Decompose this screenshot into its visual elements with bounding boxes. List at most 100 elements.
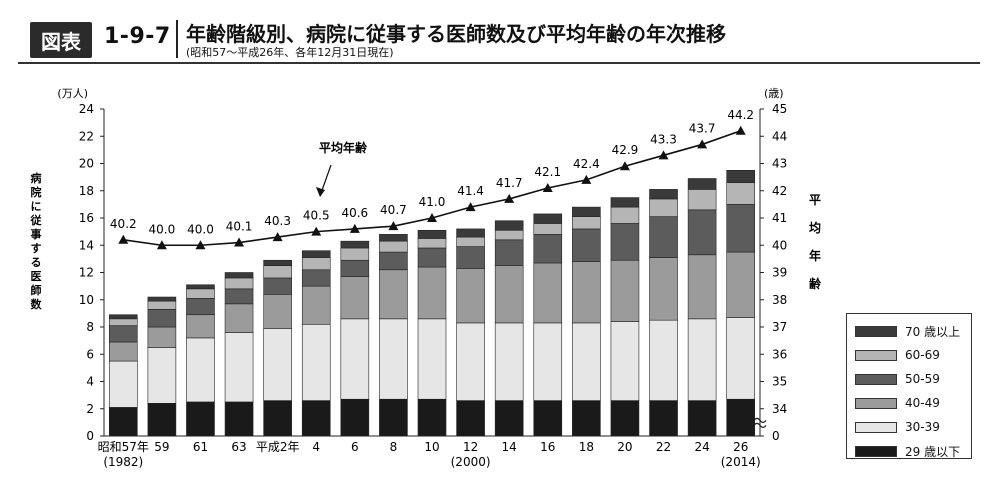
average-age-marker — [581, 174, 592, 184]
bar-segment — [340, 318, 370, 400]
axis-break-symbol — [753, 417, 767, 423]
legend-item: 60-69 — [855, 344, 963, 366]
left-axis-title-char: 医 — [31, 270, 42, 283]
bar-segment — [572, 261, 601, 324]
left-axis-title-char: す — [31, 242, 42, 255]
bar-segment — [456, 322, 485, 401]
right-tick-label: 44 — [772, 129, 787, 143]
bar-segment — [340, 398, 370, 437]
bar-segment — [417, 247, 447, 268]
left-tick-label: 14 — [79, 238, 94, 252]
bar-segment — [726, 398, 756, 437]
legend-swatch — [855, 445, 897, 457]
average-age-label: 43.7 — [689, 121, 716, 135]
right-axis-title-char: 齢 — [809, 276, 822, 291]
left-tick-label: 4 — [86, 375, 94, 389]
right-tick-label: 35 — [772, 375, 787, 389]
bar-segment — [186, 284, 215, 290]
bar-segment — [186, 288, 215, 299]
bar-segment — [649, 189, 678, 200]
average-age-marker — [195, 240, 206, 250]
average-age-marker — [272, 232, 283, 242]
x-tick-label: 63 — [231, 440, 246, 454]
x-tick-label: 4 — [312, 440, 320, 454]
legend-item: 30-39 — [855, 416, 963, 438]
legend-item: 50-59 — [855, 368, 963, 390]
bar-segment — [610, 321, 640, 401]
bar-segment — [224, 303, 254, 333]
right-tick-label: 36 — [772, 347, 787, 361]
bar-segment — [417, 266, 447, 320]
bar-segment — [108, 318, 138, 326]
bar-segment — [494, 229, 524, 241]
bar-segment — [456, 228, 485, 238]
bar-segment — [687, 189, 717, 211]
bar-segment — [456, 236, 485, 247]
legend-swatch — [855, 421, 897, 433]
bar-segment — [224, 332, 254, 403]
bar-segment — [572, 228, 601, 262]
left-axis-title-char: 事 — [31, 227, 42, 241]
legend-item: 40-49 — [855, 392, 963, 414]
x-tick-label: 昭和57年 — [98, 440, 149, 454]
bar-segment — [687, 400, 717, 437]
right-tick-label: 0 — [772, 429, 780, 443]
bar-segment — [224, 277, 254, 290]
average-age-marker — [427, 213, 437, 222]
right-tick-label: 39 — [772, 266, 787, 280]
chart-legend: 70 歳以上 60-69 50-59 40-49 30-39 29 歳以下 — [846, 313, 972, 459]
bar-segment — [108, 325, 138, 343]
bar-segment — [417, 229, 447, 239]
bar-segment — [301, 400, 331, 437]
right-axis-unit: (歳) — [764, 87, 784, 100]
average-age-label: 40.7 — [380, 203, 407, 217]
bar-segment — [263, 265, 292, 279]
x-tick-label: 22 — [656, 440, 671, 454]
average-age-line — [123, 130, 741, 247]
bar-segment — [533, 400, 563, 437]
right-tick-label: 41 — [772, 211, 787, 225]
x-tick-label: 16 — [540, 440, 555, 454]
average-age-label: 40.5 — [303, 209, 330, 223]
average-age-marker — [311, 226, 322, 236]
right-tick-label: 38 — [772, 293, 787, 307]
x-tick-label: 20 — [617, 440, 632, 454]
average-age-marker — [234, 237, 245, 247]
legend-swatch — [855, 373, 897, 385]
left-tick-label: 6 — [86, 347, 94, 361]
bar-segment — [147, 308, 177, 328]
left-tick-label: 22 — [79, 129, 94, 143]
bar-segment — [726, 182, 756, 205]
bar-segment — [610, 206, 640, 224]
average-age-label: 40.6 — [341, 206, 368, 220]
bar-segment — [649, 216, 678, 258]
bar-segment — [224, 288, 254, 305]
bar-segment — [186, 401, 215, 437]
bar-segment — [687, 209, 717, 256]
average-age-marker — [349, 223, 360, 233]
legend-label: 50-59 — [905, 372, 940, 386]
left-tick-label: 12 — [79, 266, 94, 280]
x-tick-sublabel: (2014) — [721, 455, 761, 469]
bar-segment — [572, 216, 601, 230]
bar-segment — [610, 223, 640, 261]
legend-label: 30-39 — [905, 420, 940, 434]
bar-segment — [301, 323, 331, 401]
average-age-marker — [465, 202, 476, 212]
bar-segment — [108, 407, 138, 437]
left-axis-title-char: る — [31, 256, 42, 269]
bar-segment — [687, 254, 717, 320]
bar-segment — [649, 319, 678, 401]
legend-label: 40-49 — [905, 396, 940, 410]
bar-segment — [494, 322, 524, 401]
right-tick-label: 37 — [772, 320, 787, 334]
left-tick-label: 0 — [86, 429, 94, 443]
average-age-label: 40.2 — [110, 217, 137, 231]
right-tick-label: 40 — [772, 238, 787, 252]
bar-segment — [301, 250, 331, 258]
average-age-label: 42.9 — [612, 143, 639, 157]
bar-segment — [572, 206, 601, 217]
average-age-label: 40.1 — [226, 220, 253, 234]
bar-segment — [379, 398, 408, 437]
